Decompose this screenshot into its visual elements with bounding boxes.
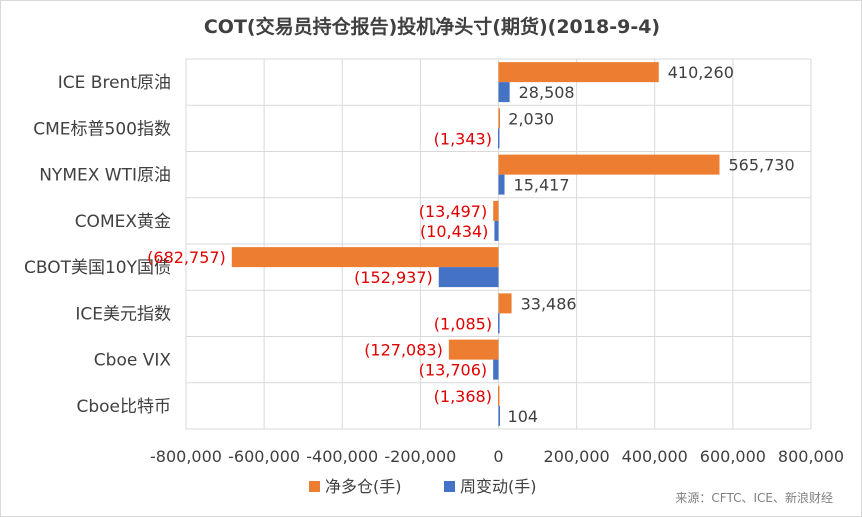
data-label: 104 <box>508 407 539 426</box>
data-label: (10,434) <box>420 222 488 241</box>
x-tick-label: 200,000 <box>544 447 610 466</box>
category-label: Cboe比特币 <box>76 397 171 417</box>
bar <box>498 313 500 334</box>
x-tick-label: 400,000 <box>622 447 688 466</box>
bar <box>498 174 505 195</box>
data-label: (1,343) <box>434 129 492 148</box>
data-label: (13,706) <box>419 361 487 380</box>
category-label: NYMEX WTI原油 <box>39 166 171 186</box>
grid-layer <box>185 58 812 430</box>
bar <box>438 267 499 288</box>
bar <box>498 405 500 426</box>
legend-label: 周变动(手) <box>460 477 537 496</box>
legend-label: 净多仓(手) <box>325 477 402 496</box>
data-label: 565,730 <box>728 156 794 175</box>
data-label: 410,260 <box>668 63 734 82</box>
legend-swatch <box>309 481 320 492</box>
x-tick-label: -400,000 <box>306 447 378 466</box>
bar <box>498 154 720 175</box>
legend: 净多仓(手) 周变动(手) <box>309 477 537 496</box>
bar <box>497 385 500 406</box>
bar <box>493 359 499 380</box>
bar <box>498 108 500 129</box>
data-label: (127,083) <box>364 341 443 360</box>
x-tick-label: -600,000 <box>228 447 300 466</box>
data-label: (1,085) <box>434 314 492 333</box>
x-tick-label: -200,000 <box>384 447 456 466</box>
bar <box>498 293 512 314</box>
category-label: Cboe VIX <box>94 351 172 371</box>
bar <box>497 128 500 149</box>
x-tick-label: 0 <box>493 447 503 466</box>
bar <box>498 62 659 83</box>
bars-layer <box>231 62 720 426</box>
labels-layer: -800,000 -600,000 -400,000 -200,000 0 200,000… <box>24 63 844 466</box>
bar <box>493 200 499 221</box>
data-label: 2,030 <box>508 109 554 128</box>
data-label: (1,368) <box>434 387 492 406</box>
bar <box>448 339 499 360</box>
bar <box>494 220 499 241</box>
x-tick-label: -800,000 <box>150 447 222 466</box>
data-label: 33,486 <box>521 294 577 313</box>
bar <box>231 247 499 268</box>
source-note: 来源：CFTC、ICE、新浪财经 <box>675 490 833 505</box>
legend-swatch <box>444 481 455 492</box>
data-label: 15,417 <box>514 176 570 195</box>
category-label: CME标普500指数 <box>33 119 171 139</box>
category-label: ICE Brent原油 <box>58 73 171 93</box>
x-tick-label: 800,000 <box>778 447 844 466</box>
data-label: 28,508 <box>519 83 575 102</box>
category-label: ICE美元指数 <box>75 304 171 324</box>
category-label: COMEX黄金 <box>75 212 171 232</box>
data-label: (13,497) <box>419 202 487 221</box>
data-label: (152,937) <box>354 268 433 287</box>
bar <box>498 82 510 103</box>
x-tick-label: 600,000 <box>700 447 766 466</box>
data-label: (682,757) <box>147 248 226 267</box>
chart-title: COT(交易员持仓报告)投机净头寸(期货)(2018-9-4) <box>204 15 660 38</box>
category-label: CBOT美国10Y国债 <box>24 258 171 278</box>
